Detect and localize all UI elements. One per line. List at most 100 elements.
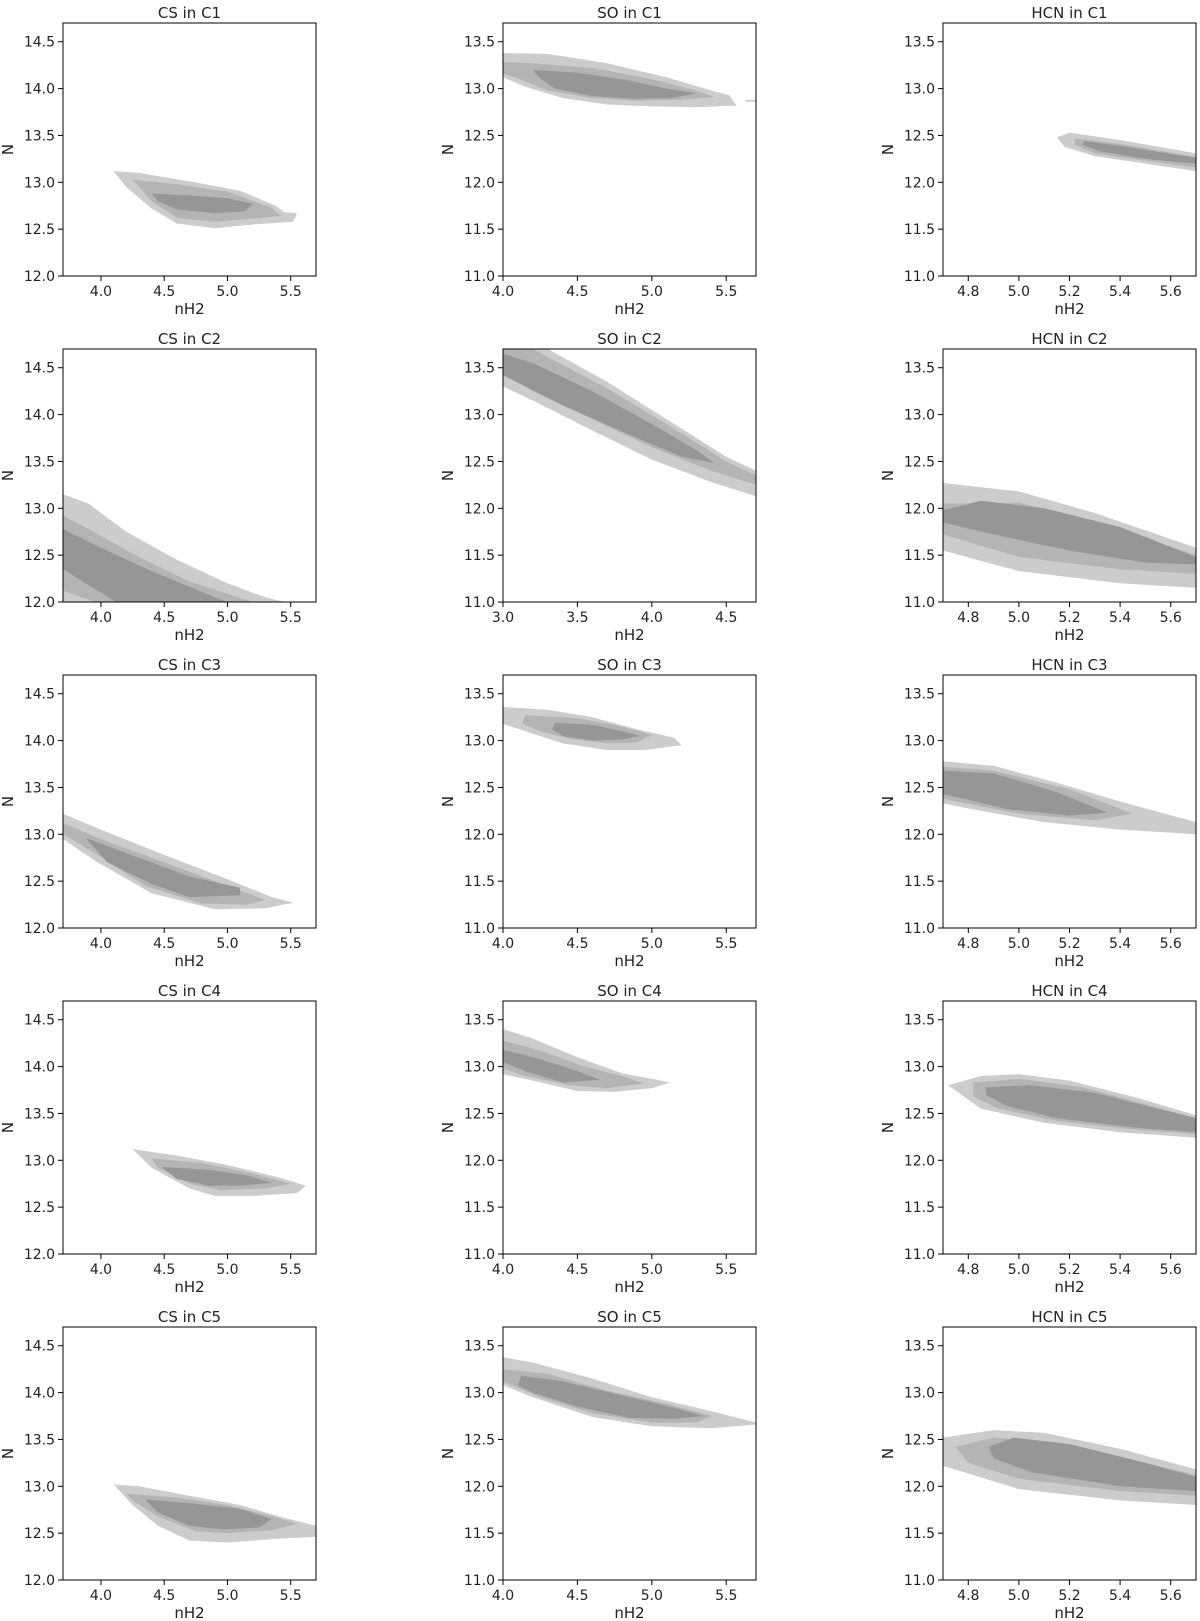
x-tick-label: 4.0 <box>492 1262 514 1278</box>
y-tick-label: 13.5 <box>904 35 935 51</box>
x-tick-label: 5.5 <box>715 936 737 952</box>
x-tick-label: 3.5 <box>566 610 588 626</box>
plot-frame <box>502 674 757 929</box>
x-tick-label: 5.5 <box>715 284 737 300</box>
x-tick-label: 5.0 <box>641 936 663 952</box>
x-axis-label: nH2 <box>1054 626 1084 644</box>
chart-panel: 4.8 5.0 5.2 5.4 5.6 11.0 11.5 12.0 12.5 13.0 13.5 H… <box>879 4 1197 318</box>
y-tick-label: 13.0 <box>464 1386 495 1402</box>
contour-regions <box>948 1074 1196 1138</box>
x-axis-label: nH2 <box>174 1604 204 1621</box>
x-tick-label: 4.0 <box>492 936 514 952</box>
contour-region <box>151 193 253 214</box>
x-tick-label: 4.5 <box>566 1588 588 1604</box>
x-axis-label: nH2 <box>614 1604 644 1621</box>
x-tick-label: 4.0 <box>641 610 663 626</box>
contour-region <box>986 1085 1196 1133</box>
y-tick-label: 12.0 <box>24 1247 55 1263</box>
y-tick-label: 11.5 <box>904 1200 935 1216</box>
contour-regions <box>63 494 285 602</box>
x-tick-label: 5.2 <box>1058 1262 1080 1278</box>
chart-title: SO in C1 <box>597 4 662 22</box>
x-tick-label: 5.6 <box>1160 936 1182 952</box>
x-tick-label: 5.0 <box>1008 610 1030 626</box>
y-tick-label: 14.0 <box>24 408 55 424</box>
y-tick-label: 13.5 <box>464 1339 495 1355</box>
contour-region <box>552 722 640 741</box>
x-tick-label: 4.8 <box>957 936 979 952</box>
x-tick-label: 5.0 <box>216 936 238 952</box>
x-tick-label: 5.5 <box>715 1262 737 1278</box>
x-tick-label: 4.8 <box>957 610 979 626</box>
contour-regions <box>503 349 756 497</box>
x-axis-label: nH2 <box>1054 1278 1084 1296</box>
y-tick-label: 14.5 <box>24 1013 55 1029</box>
y-tick-label: 14.5 <box>24 687 55 703</box>
x-axis-label: nH2 <box>174 626 204 644</box>
x-tick-label: 4.0 <box>90 1588 112 1604</box>
x-tick-label: 5.2 <box>1058 936 1080 952</box>
y-tick-label: 12.5 <box>24 874 55 890</box>
y-tick-label: 12.0 <box>464 1479 495 1495</box>
contour-regions <box>943 1430 1196 1505</box>
chart-title: HCN in C2 <box>1031 330 1107 348</box>
x-axis-label: nH2 <box>614 1278 644 1296</box>
x-tick-label: 4.0 <box>492 284 514 300</box>
chart-panel: 4.0 4.5 5.0 5.5 12.0 12.5 13.0 13.5 14.0 14.5 CS i… <box>0 656 317 970</box>
y-tick-label: 11.5 <box>904 222 935 238</box>
x-tick-label: 5.6 <box>1160 284 1182 300</box>
y-tick-label: 12.0 <box>904 1479 935 1495</box>
plot-frame <box>502 22 757 277</box>
contour-regions <box>503 53 756 108</box>
x-tick-label: 3.0 <box>492 610 514 626</box>
y-tick-label: 12.5 <box>464 1106 495 1122</box>
y-tick-label: 14.0 <box>24 734 55 750</box>
x-tick-label: 4.5 <box>566 936 588 952</box>
x-tick-label: 5.4 <box>1109 284 1131 300</box>
y-tick-label: 12.0 <box>24 269 55 285</box>
x-axis-label: nH2 <box>1054 1604 1084 1621</box>
y-tick-label: 11.0 <box>904 1573 935 1589</box>
y-tick-label: 11.0 <box>464 269 495 285</box>
y-axis-label: N <box>439 144 457 155</box>
contour-region <box>503 1049 600 1083</box>
chart-title: SO in C3 <box>597 656 662 674</box>
y-tick-label: 12.0 <box>24 921 55 937</box>
x-tick-label: 4.0 <box>492 1588 514 1604</box>
y-tick-label: 13.0 <box>904 1386 935 1402</box>
y-tick-label: 12.5 <box>904 454 935 470</box>
y-tick-label: 12.0 <box>24 595 55 611</box>
x-axis-label: nH2 <box>614 300 644 318</box>
y-tick-label: 12.5 <box>464 780 495 796</box>
x-tick-label: 5.0 <box>641 284 663 300</box>
y-tick-label: 11.0 <box>904 1247 935 1263</box>
y-tick-label: 12.0 <box>904 827 935 843</box>
x-tick-label: 5.4 <box>1109 936 1131 952</box>
x-tick-label: 4.5 <box>566 284 588 300</box>
y-tick-label: 12.5 <box>904 780 935 796</box>
y-axis-label: N <box>879 1448 897 1459</box>
y-tick-label: 13.0 <box>24 501 55 517</box>
chart-title: CS in C4 <box>158 982 221 1000</box>
y-tick-label: 12.0 <box>464 1153 495 1169</box>
x-tick-label: 5.4 <box>1109 610 1131 626</box>
y-axis-label: N <box>0 796 17 807</box>
y-tick-label: 14.5 <box>24 1339 55 1355</box>
y-tick-label: 13.5 <box>904 1013 935 1029</box>
y-axis-label: N <box>0 144 17 155</box>
x-tick-label: 4.5 <box>153 936 175 952</box>
y-tick-label: 11.0 <box>904 269 935 285</box>
chart-panel: 3.0 3.5 4.0 4.5 11.0 11.5 12.0 12.5 13.0 13.5 SO i… <box>439 330 757 644</box>
plot-frame <box>62 1326 317 1581</box>
x-tick-label: 5.0 <box>216 1262 238 1278</box>
x-tick-label: 4.8 <box>957 284 979 300</box>
x-tick-label: 5.4 <box>1109 1588 1131 1604</box>
chart-panel: 4.0 4.5 5.0 5.5 12.0 12.5 13.0 13.5 14.0 14.5 CS i… <box>0 1308 317 1621</box>
x-axis-label: nH2 <box>614 952 644 970</box>
y-tick-label: 11.5 <box>904 1526 935 1542</box>
y-tick-label: 12.0 <box>464 501 495 517</box>
chart-title: SO in C5 <box>597 1308 662 1326</box>
x-tick-label: 5.0 <box>216 610 238 626</box>
y-tick-label: 13.0 <box>24 827 55 843</box>
x-axis-label: nH2 <box>174 300 204 318</box>
